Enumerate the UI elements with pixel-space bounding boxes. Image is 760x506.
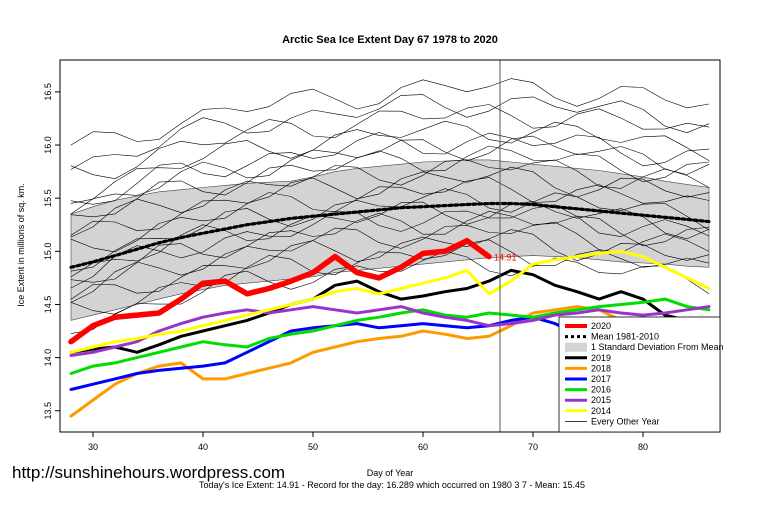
other-year-line <box>70 104 710 179</box>
other-year-line <box>70 132 710 205</box>
legend-label: 2016 <box>591 385 611 395</box>
series-line-2014 <box>69 249 711 354</box>
plot-area: 14.91 <box>68 60 711 432</box>
other-year-line <box>70 204 710 289</box>
y-axis-label: Ice Extent in millions of sq. km. <box>16 183 26 307</box>
series-line-2015 <box>69 305 711 357</box>
y-tick-label: 16.5 <box>43 83 53 101</box>
series-line-2020 <box>68 237 492 345</box>
legend-label: Mean 1981-2010 <box>591 332 659 342</box>
std-dev-band <box>70 159 710 321</box>
x-tick-label: 40 <box>198 442 208 452</box>
other-year-line <box>70 159 710 238</box>
plot-series-group <box>68 78 711 418</box>
current-value-label: 14.91 <box>494 253 517 263</box>
legend-label: 2015 <box>591 395 611 405</box>
chart-title: Arctic Sea Ice Extent Day 67 1978 to 202… <box>282 34 498 46</box>
other-year-line <box>70 78 710 146</box>
other-year-line <box>70 145 710 218</box>
y-tick-label: 16.0 <box>43 136 53 154</box>
y-tick-label: 15.5 <box>43 189 53 207</box>
other-year-line <box>70 239 710 315</box>
series-line-2019 <box>69 268 711 354</box>
other-year-line <box>70 221 710 303</box>
watermark: http://sunshinehours.wordpress.com <box>12 463 285 482</box>
legend-label: 2014 <box>591 406 611 416</box>
legend-label: 1 Standard Deviation From Mean <box>591 342 724 352</box>
x-tick-label: 80 <box>638 442 648 452</box>
x-axis-label: Day of Year <box>367 468 414 478</box>
legend-label: 2018 <box>591 363 611 373</box>
legend-label: 2019 <box>591 353 611 363</box>
x-tick-label: 30 <box>88 442 98 452</box>
axes: 30 40 50 60 70 80 13.5 14.0 14.5 15.0 15.5 16.0 16.5 <box>43 59 721 452</box>
series-line-2016 <box>69 297 711 375</box>
other-year-line <box>70 166 710 236</box>
x-tick-label: 50 <box>308 442 318 452</box>
other-year-line <box>70 177 710 253</box>
other-year-line <box>70 211 710 283</box>
y-tick-label: 13.5 <box>43 402 53 420</box>
y-tick-label: 14.0 <box>43 349 53 367</box>
legend-label: Every Other Year <box>591 416 660 426</box>
x-tick-label: 60 <box>418 442 428 452</box>
mean-line <box>69 201 711 269</box>
plot-frame <box>59 59 721 433</box>
legend-label: 2020 <box>591 321 611 331</box>
x-tick-label: 70 <box>528 442 538 452</box>
y-tick-label: 15.0 <box>43 243 53 261</box>
footer-note: Today's Ice Extent: 14.91 - Record for t… <box>199 480 585 490</box>
other-year-line <box>70 135 710 215</box>
y-tick-label: 14.5 <box>43 296 53 314</box>
legend-label: 2017 <box>591 374 611 384</box>
other-year-line <box>70 94 710 170</box>
